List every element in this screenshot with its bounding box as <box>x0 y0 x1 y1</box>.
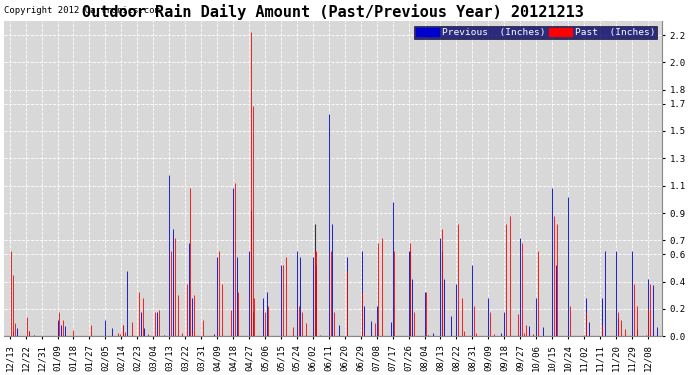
Title: Outdoor Rain Daily Amount (Past/Previous Year) 20121213: Outdoor Rain Daily Amount (Past/Previous… <box>82 4 584 20</box>
Legend: Previous  (Inches), Past  (Inches): Previous (Inches), Past (Inches) <box>414 26 658 39</box>
Text: Copyright 2012 Cartronics.com: Copyright 2012 Cartronics.com <box>4 6 160 15</box>
